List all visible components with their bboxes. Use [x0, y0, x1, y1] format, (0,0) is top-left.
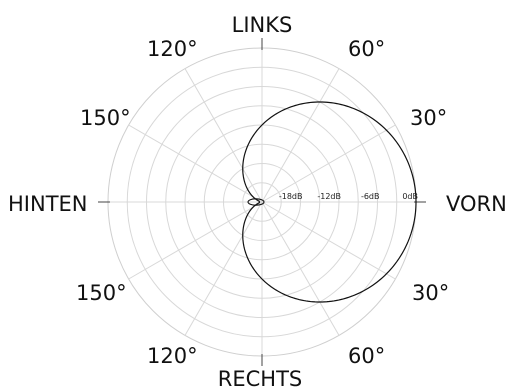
label-upper-left-120: 120°: [147, 37, 198, 61]
label-lower-left-120: 120°: [147, 344, 198, 368]
label-upper-right-60: 60°: [348, 37, 385, 61]
label-lower-left-150: 150°: [76, 281, 127, 305]
label-right-vorn: VORN: [446, 192, 507, 216]
cardioid-curve: [242, 101, 417, 303]
grid-spoke-210: [128, 201, 263, 280]
label-upper-left-150: 150°: [80, 106, 131, 130]
db-tick-label-0: -18dB: [279, 192, 303, 201]
grid-spoke-330: [261, 201, 396, 280]
rear-lobe: [247, 198, 265, 206]
label-bottom-rechts: RECHTS: [218, 367, 302, 391]
grid-spoke-120: [184, 68, 263, 203]
grid-spoke-30: [261, 124, 396, 203]
label-lower-right-60: 60°: [348, 344, 385, 368]
label-top-links: LINKS: [232, 13, 293, 37]
grid-spoke-60: [261, 68, 340, 203]
grid-spoke-150: [128, 124, 263, 203]
db-tick-label-3: 0dB: [402, 192, 418, 201]
polar-labels: LINKS RECHTS HINTEN VORN 60° 30° 30° 60°…: [8, 13, 507, 391]
label-upper-right-30: 30°: [410, 106, 447, 130]
db-tick-label-2: -6dB: [361, 192, 380, 201]
label-left-hinten: HINTEN: [8, 192, 88, 216]
label-lower-right-30: 30°: [412, 281, 449, 305]
grid-spoke-240: [184, 201, 263, 336]
polar-pattern: [242, 101, 417, 303]
grid-spoke-300: [261, 201, 340, 336]
polar-grid: [98, 38, 426, 366]
db-tick-label-1: -12dB: [317, 192, 341, 201]
db-tick-labels: -18dB -12dB -6dB 0dB: [279, 192, 418, 201]
